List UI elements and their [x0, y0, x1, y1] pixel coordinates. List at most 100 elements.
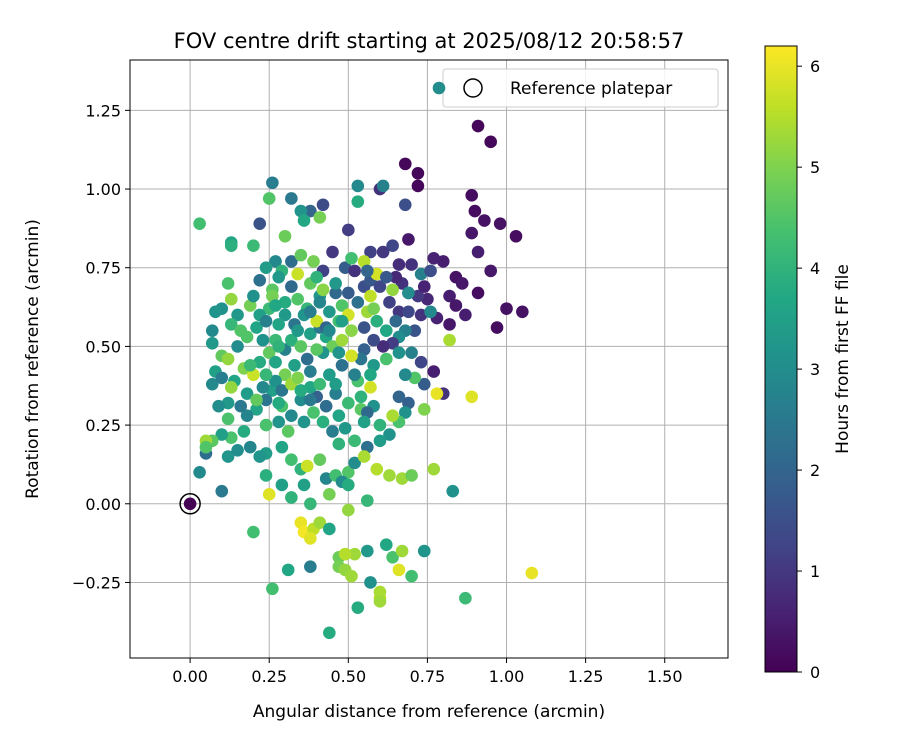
data-point — [259, 469, 273, 482]
data-point — [272, 396, 286, 410]
data-point — [398, 157, 412, 171]
data-point — [364, 245, 377, 259]
data-point — [342, 396, 355, 410]
data-point — [490, 321, 504, 334]
data-point — [367, 302, 380, 315]
data-point — [471, 119, 485, 133]
data-point — [243, 358, 257, 372]
data-point — [323, 488, 336, 501]
data-point — [285, 280, 298, 293]
data-point — [351, 179, 365, 193]
data-point — [199, 440, 213, 454]
data-point — [240, 387, 254, 400]
data-point — [253, 355, 267, 369]
data-point — [304, 560, 317, 574]
data-point — [427, 365, 441, 378]
data-point — [402, 286, 415, 300]
data-point — [323, 522, 336, 536]
data-point — [269, 355, 282, 369]
data-point — [335, 314, 349, 328]
reference-point — [183, 497, 197, 511]
data-point — [348, 264, 361, 278]
colorbar-tick-label: 0 — [810, 663, 820, 682]
data-point — [338, 261, 352, 275]
data-point — [272, 340, 286, 353]
data-point — [408, 371, 422, 385]
legend-marker-series — [432, 81, 446, 95]
data-point — [345, 324, 358, 337]
data-point — [430, 387, 444, 400]
data-point — [370, 462, 384, 476]
data-point — [402, 233, 415, 246]
data-point — [250, 393, 263, 407]
data-point — [335, 358, 349, 372]
data-point — [304, 381, 317, 394]
reference-marker — [179, 493, 201, 515]
x-tick-label: 0.00 — [172, 667, 208, 686]
data-point — [272, 415, 286, 429]
legend: Reference platepar — [432, 68, 719, 108]
data-point — [383, 296, 396, 309]
data-point — [500, 302, 513, 315]
data-point — [436, 255, 450, 268]
data-point — [224, 318, 238, 331]
data-point — [221, 412, 235, 426]
data-point — [361, 494, 374, 507]
y-tick-label: 1.25 — [85, 101, 121, 120]
data-point — [392, 346, 406, 360]
data-point — [313, 516, 327, 529]
data-point — [364, 381, 377, 394]
data-point — [421, 292, 434, 306]
data-point — [468, 204, 482, 218]
data-point — [345, 251, 358, 265]
data-point — [484, 264, 497, 278]
colorbar-tick-label: 2 — [810, 461, 820, 480]
data-point — [310, 314, 323, 328]
data-point — [278, 229, 292, 243]
data-point — [205, 336, 219, 350]
data-point — [354, 390, 368, 404]
data-point — [209, 305, 222, 319]
data-point — [300, 459, 314, 473]
data-point — [269, 374, 282, 388]
data-point — [351, 601, 365, 614]
data-point — [332, 437, 346, 451]
data-point — [364, 289, 377, 303]
data-point — [427, 251, 441, 265]
data-point — [215, 484, 229, 498]
data-point — [376, 245, 390, 259]
data-point — [417, 544, 431, 558]
data-point — [509, 229, 523, 243]
data-point — [253, 274, 267, 287]
data-point — [386, 239, 399, 252]
colorbar-tick-label: 5 — [810, 158, 820, 177]
colorbar-ticks: 0 1 2 3 4 5 6 — [797, 57, 820, 682]
data-point — [389, 270, 403, 284]
data-point — [300, 352, 314, 366]
data-point — [459, 308, 472, 322]
x-tick-label: 0.25 — [251, 667, 287, 686]
data-point — [323, 324, 336, 337]
data-point — [221, 450, 235, 463]
data-point — [357, 321, 371, 334]
data-point — [351, 195, 365, 208]
data-point — [376, 179, 390, 193]
data-point — [332, 409, 346, 422]
data-point — [278, 308, 292, 322]
data-point — [275, 384, 289, 397]
data-point — [316, 283, 330, 297]
data-point — [335, 299, 349, 312]
data-point — [272, 318, 286, 331]
data-point — [250, 321, 263, 334]
data-point — [212, 399, 225, 413]
data-point — [259, 368, 273, 382]
data-point — [323, 305, 336, 319]
data-point — [411, 179, 425, 193]
data-point — [389, 314, 403, 328]
data-point — [342, 503, 355, 517]
data-point — [335, 333, 349, 347]
data-point — [316, 198, 330, 212]
data-point — [405, 469, 418, 482]
data-point — [304, 305, 317, 319]
